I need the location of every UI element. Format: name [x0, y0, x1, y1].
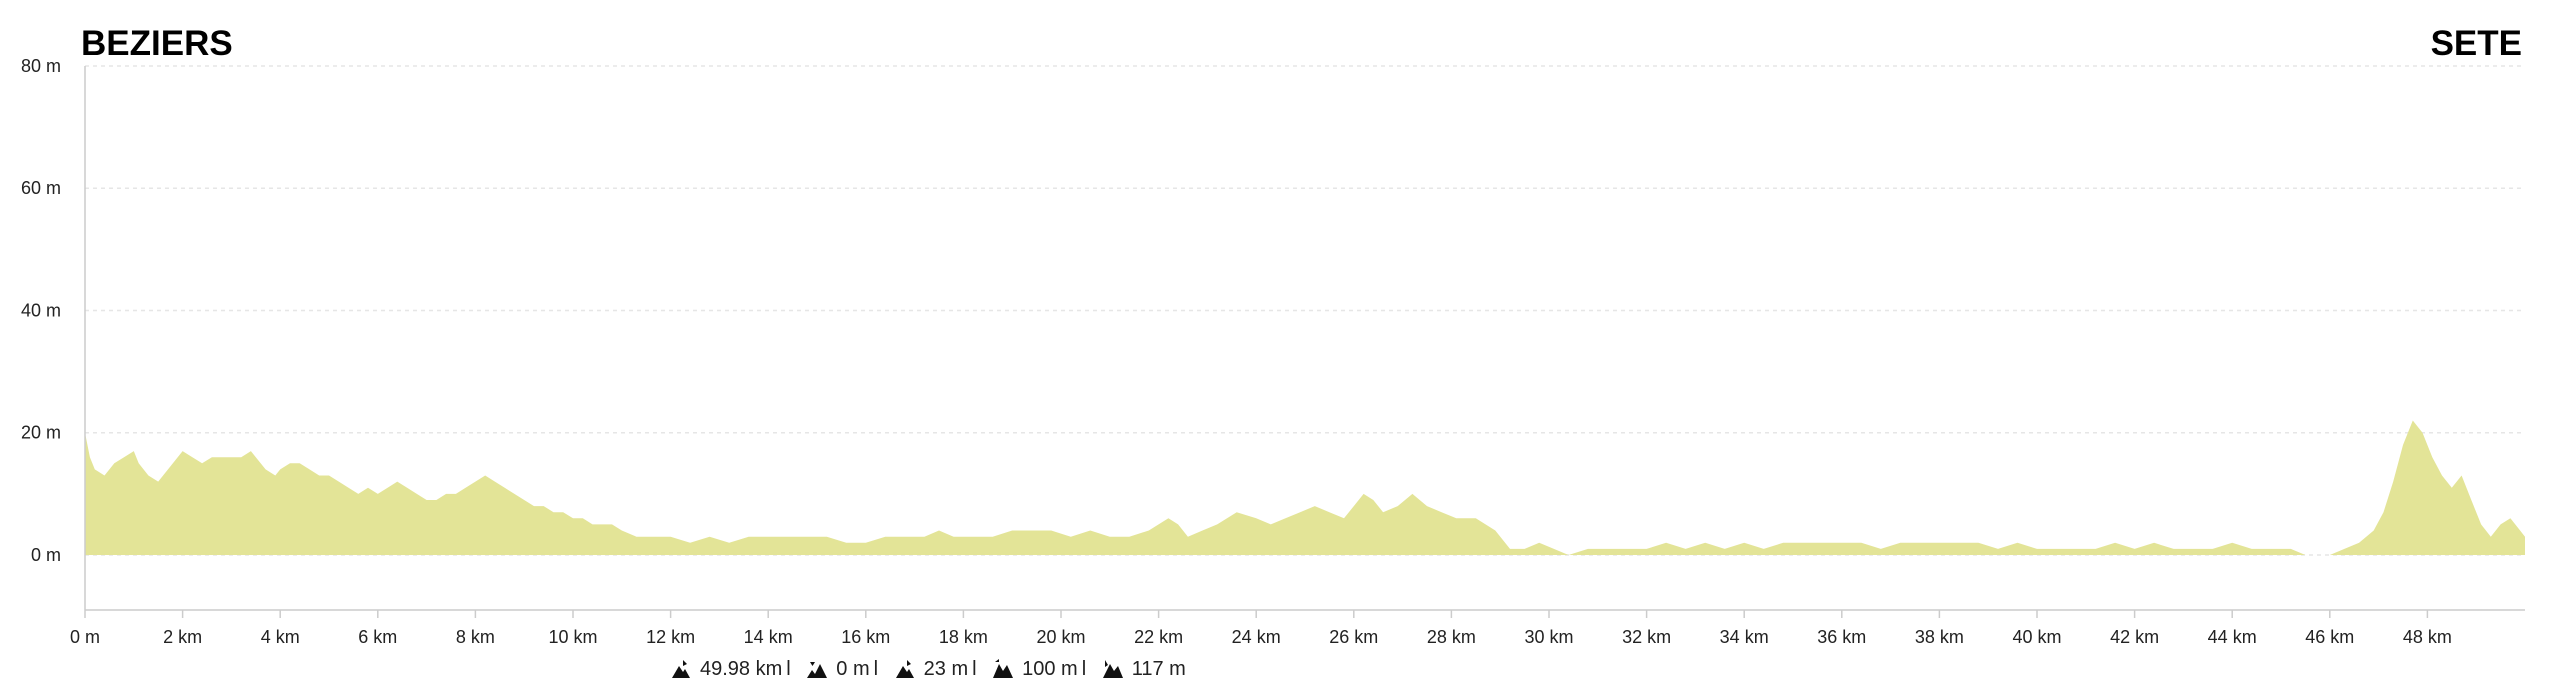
x-tick-label: 28 km	[1427, 627, 1476, 647]
x-tick-label: 20 km	[1036, 627, 1085, 647]
y-tick-label: 0 m	[31, 545, 61, 565]
x-tick-label: 18 km	[939, 627, 988, 647]
x-tick-label: 22 km	[1134, 627, 1183, 647]
x-tick-label: 26 km	[1329, 627, 1378, 647]
ascent-icon	[992, 658, 1014, 680]
x-tick-label: 4 km	[261, 627, 300, 647]
y-tick-label: 80 m	[21, 56, 61, 76]
separator: l	[873, 657, 879, 680]
x-tick-label: 32 km	[1622, 627, 1671, 647]
x-tick-label: 14 km	[744, 627, 793, 647]
descent-value: 0 m	[836, 657, 870, 680]
grid-layer	[85, 65, 2525, 556]
x-tick-label: 46 km	[2305, 627, 2354, 647]
x-tick-label: 48 km	[2403, 627, 2452, 647]
area-layer	[85, 420, 2525, 555]
x-tick-label: 10 km	[548, 627, 597, 647]
distance-value: 49.98 km	[700, 657, 783, 680]
x-tick-label: 24 km	[1232, 627, 1281, 647]
y-tick-label: 60 m	[21, 178, 61, 198]
x-tick-label: 30 km	[1524, 627, 1573, 647]
descent-icon	[806, 658, 828, 680]
x-tick-label: 34 km	[1720, 627, 1769, 647]
distance-icon	[670, 658, 692, 680]
ascent-value: 100 m	[1022, 657, 1078, 680]
min-altitude-value: 23 m	[923, 657, 969, 680]
separator: l	[1081, 657, 1087, 680]
x-tick-label: 44 km	[2208, 627, 2257, 647]
x-tick-label: 38 km	[1915, 627, 1964, 647]
end-location-label: SETE	[2430, 24, 2522, 63]
y-tick-label: 20 m	[21, 423, 61, 443]
x-tick-layer: 0 m 2 km 4 km 6 km 8 km 10 km 12 km 14 km 16 km 1…	[70, 610, 2452, 647]
elevation-area	[85, 420, 2525, 555]
x-tick-label: 0 m	[70, 627, 100, 647]
separator: l	[786, 657, 791, 680]
max-altitude-icon	[1102, 658, 1124, 680]
x-tick-label: 40 km	[2012, 627, 2061, 647]
y-tick-label: 40 m	[21, 300, 61, 320]
x-tick-label: 42 km	[2110, 627, 2159, 647]
x-tick-label: 2 km	[163, 627, 202, 647]
x-tick-label: 12 km	[646, 627, 695, 647]
x-tick-label: 36 km	[1817, 627, 1866, 647]
x-tick-label: 16 km	[841, 627, 890, 647]
axis-layer	[84, 66, 2525, 611]
y-tick-layer: 0 m 20 m 40 m 60 m 80 m	[21, 56, 61, 565]
separator: l	[972, 657, 977, 680]
x-tick-label: 8 km	[456, 627, 495, 647]
max-altitude-value: 117 m	[1131, 657, 1186, 680]
min-altitude-icon	[894, 658, 916, 680]
x-tick-label: 6 km	[358, 627, 397, 647]
start-location-label: BEZIERS	[81, 24, 233, 63]
